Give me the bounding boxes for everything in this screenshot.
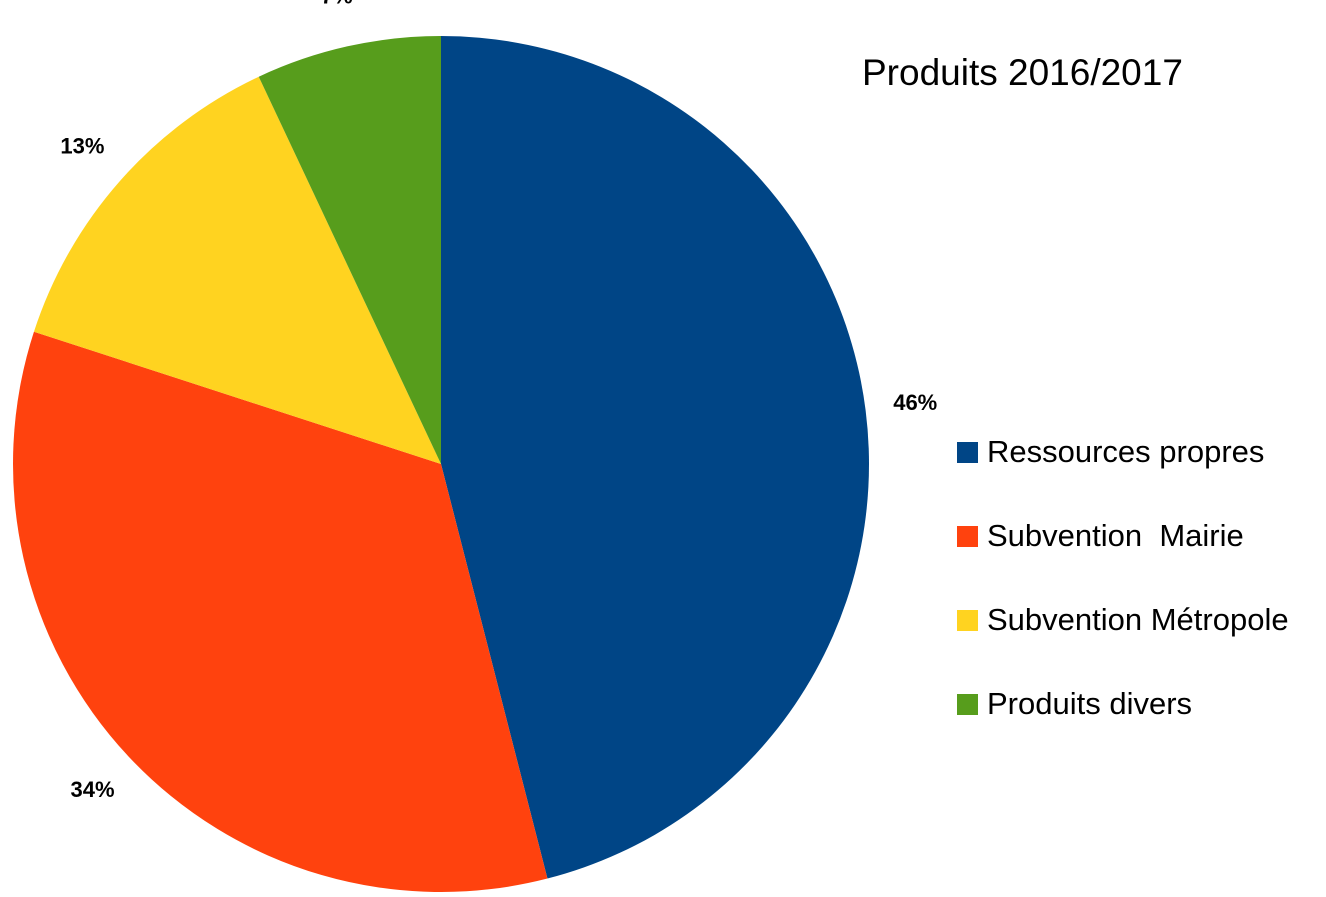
- pie-slice-4: [258, 36, 441, 464]
- legend-item: Ressources propres: [957, 410, 1289, 494]
- slice-data-label: 46%: [893, 390, 937, 415]
- legend-swatch: [957, 693, 978, 715]
- slice-data-label: 7%: [321, 0, 353, 8]
- legend-swatch: [957, 525, 978, 547]
- legend-label: Subvention Métropole: [987, 602, 1289, 637]
- legend-swatch: [957, 609, 978, 631]
- pie-slice-2: [12, 331, 548, 892]
- legend-label: Produits divers: [987, 686, 1193, 721]
- legend-swatch: [957, 441, 978, 463]
- slice-data-label: 13%: [60, 134, 104, 159]
- legend-item: Produits divers: [957, 662, 1289, 746]
- legend-item: Subvention Métropole: [957, 578, 1289, 662]
- slice-data-label: 34%: [71, 777, 115, 802]
- legend-label: Ressources propres: [987, 434, 1265, 469]
- chart-title: Produits 2016/2017: [862, 52, 1183, 93]
- legend-item: Subvention Mairie: [957, 494, 1289, 578]
- pie-slice-3: [33, 76, 441, 465]
- legend: Ressources propres Subvention Mairie Subve…: [957, 410, 1289, 746]
- legend-label: Subvention Mairie: [987, 518, 1244, 553]
- pie-slice-1: [441, 36, 869, 879]
